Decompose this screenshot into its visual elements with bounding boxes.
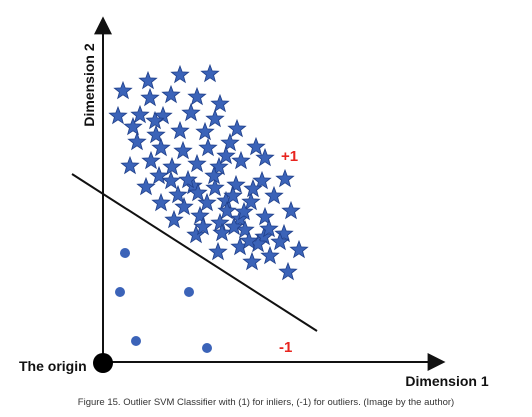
inlier-star — [181, 102, 201, 122]
origin-label: The origin — [19, 358, 87, 374]
inlier-star — [188, 182, 208, 202]
inlier-star — [146, 124, 166, 144]
inlier-star — [210, 93, 230, 113]
inlier-star — [130, 104, 150, 124]
inlier-star — [241, 191, 261, 211]
inlier-star — [255, 206, 275, 226]
inlier-class-label: +1 — [281, 148, 298, 165]
inlier-star — [193, 216, 213, 236]
outlier-point — [202, 343, 212, 353]
inlier-star — [255, 147, 275, 167]
inlier-star — [186, 224, 206, 244]
inlier-star — [197, 192, 217, 212]
outlier-points — [115, 248, 212, 353]
inlier-star — [113, 80, 133, 100]
inlier-star — [264, 185, 284, 205]
inlier-star — [168, 184, 188, 204]
inlier-star — [178, 169, 198, 189]
inlier-star — [210, 212, 230, 232]
inlier-star — [289, 239, 309, 259]
outlier-class-label: -1 — [279, 339, 292, 356]
inlier-star — [274, 223, 294, 243]
inlier-star — [223, 185, 243, 205]
inlier-star — [187, 86, 207, 106]
inlier-star — [226, 174, 246, 194]
inlier-star — [145, 110, 165, 130]
inlier-star — [151, 192, 171, 212]
inlier-star — [234, 201, 254, 221]
inlier-star — [108, 105, 128, 125]
inlier-star — [170, 64, 190, 84]
inlier-star — [120, 155, 140, 175]
inlier-star — [161, 84, 181, 104]
inlier-star — [123, 116, 143, 136]
y-axis-label: Dimension 2 — [81, 43, 97, 126]
inlier-star — [209, 156, 229, 176]
origin-point — [93, 353, 113, 373]
inlier-star — [242, 251, 262, 271]
outlier-point — [120, 248, 130, 258]
inlier-star — [275, 168, 295, 188]
inlier-star — [140, 87, 160, 107]
inlier-star — [190, 205, 210, 225]
inlier-star — [127, 131, 147, 151]
inlier-star — [205, 177, 225, 197]
inlier-star — [162, 156, 182, 176]
inlier-star — [205, 108, 225, 128]
inlier-star — [227, 118, 247, 138]
inlier-star — [174, 196, 194, 216]
inlier-star — [204, 165, 224, 185]
inlier-star — [173, 140, 193, 160]
inlier-star — [243, 178, 263, 198]
inlier-star — [278, 261, 298, 281]
inlier-star — [164, 209, 184, 229]
inlier-star — [136, 176, 156, 196]
decision-boundary — [71, 173, 318, 332]
inlier-star — [224, 216, 244, 236]
inlier-star — [187, 153, 207, 173]
inlier-star — [239, 230, 259, 250]
inlier-star — [200, 63, 220, 83]
inlier-star — [216, 145, 236, 165]
outlier-point — [131, 336, 141, 346]
outlier-point — [184, 287, 194, 297]
inlier-star — [270, 231, 290, 251]
inlier-star — [252, 170, 272, 190]
inlier-star — [161, 170, 181, 190]
inlier-star — [259, 218, 279, 238]
inlier-star — [153, 105, 173, 125]
inlier-star — [198, 137, 218, 157]
inlier-star — [231, 150, 251, 170]
inlier-stars — [108, 63, 309, 281]
inlier-star — [212, 222, 232, 242]
inlier-star — [260, 245, 280, 265]
inlier-star — [141, 150, 161, 170]
inlier-star — [281, 200, 301, 220]
inlier-star — [170, 120, 190, 140]
inlier-star — [195, 121, 215, 141]
outlier-point — [115, 287, 125, 297]
inlier-star — [149, 165, 169, 185]
figure-caption: Figure 15. Outlier SVM Classifier with (… — [77, 397, 455, 408]
inlier-star — [246, 136, 266, 156]
inlier-star — [220, 132, 240, 152]
inlier-star — [151, 137, 171, 157]
x-axis-label: Dimension 1 — [405, 373, 488, 389]
inlier-star — [138, 70, 158, 90]
inlier-star — [217, 200, 237, 220]
inlier-star — [208, 241, 228, 261]
